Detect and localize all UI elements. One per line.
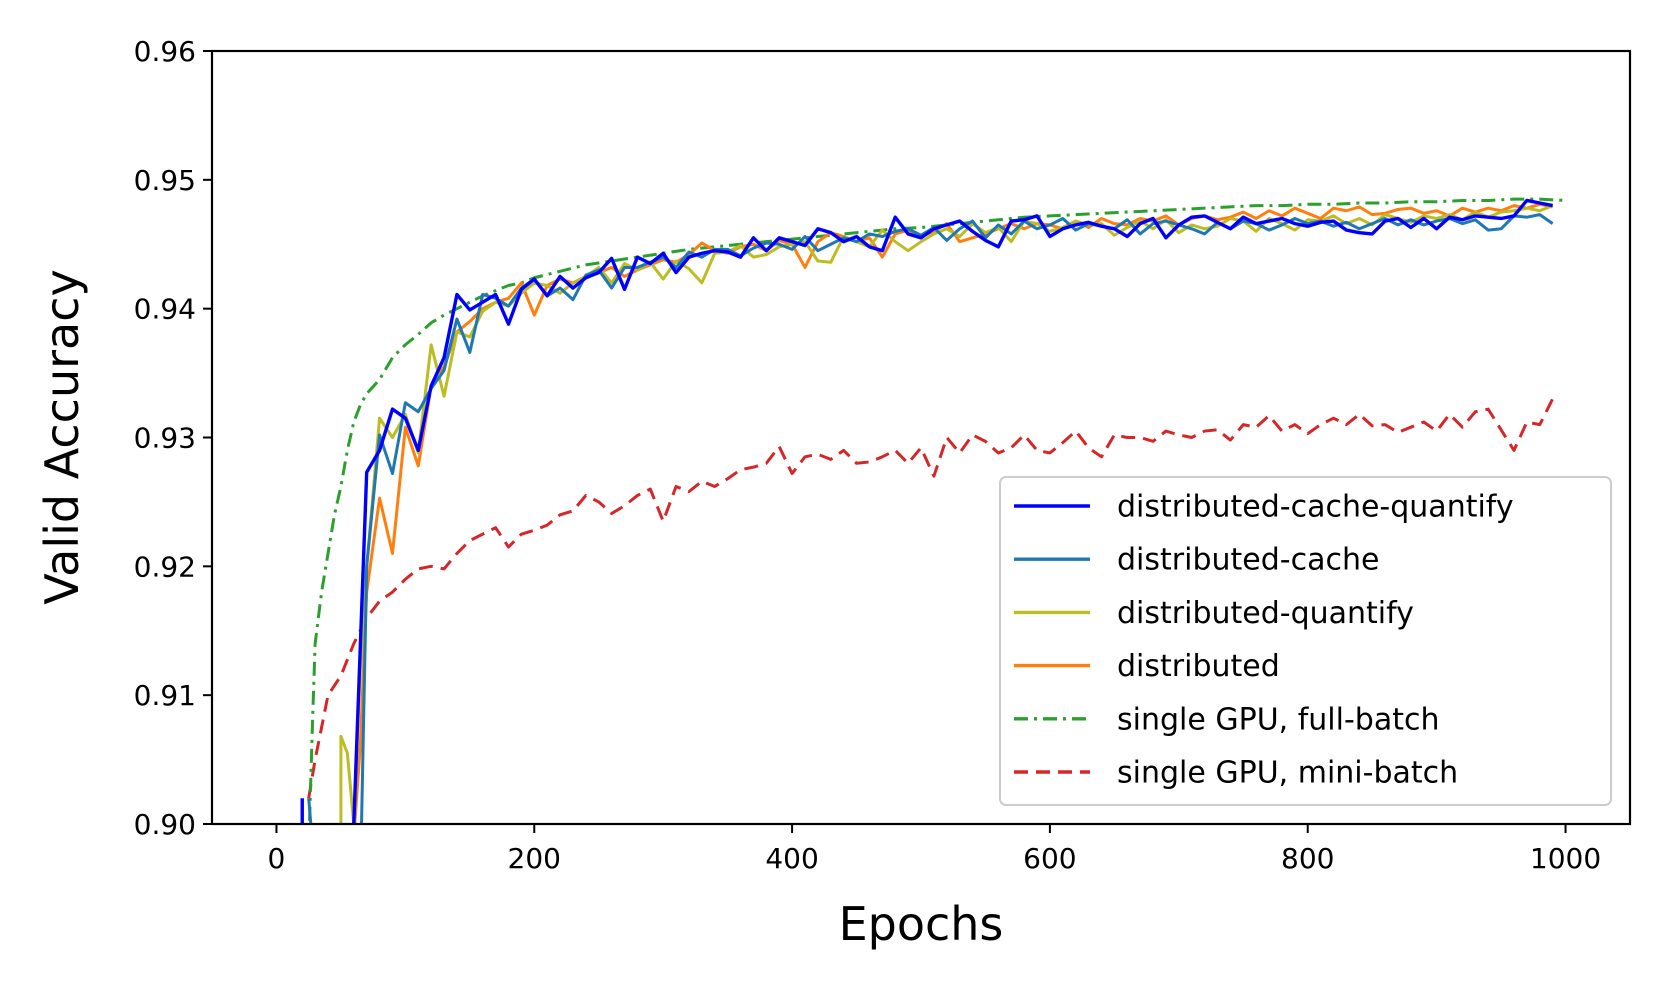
plot-series-layer [300,197,1566,824]
y-tick-label: 0.94 [134,293,196,326]
legend: distributed-cache-quantify distributed-ca… [999,476,1612,806]
y-axis-label: Valid Accuracy [35,269,89,604]
x-tick-label: 0 [268,842,286,875]
series-line-single-gpu-mini-batch [307,398,1554,799]
x-axis-label: Epochs [839,897,1004,951]
x-tick-label: 200 [508,842,561,875]
legend-label: distributed [1117,649,1280,684]
x-tick-label: 1000 [1530,842,1601,875]
x-tick-label: 600 [1023,842,1076,875]
legend-label: distributed-quantify [1117,596,1414,631]
x-axis: 0 200 400 600 800 1000 [268,824,1601,875]
y-tick-label: 0.95 [134,164,196,197]
y-tick-label: 0.92 [134,550,196,583]
y-tick-label: 0.91 [134,679,196,712]
legend-box [999,476,1612,806]
legend-label: distributed-cache-quantify [1117,490,1514,525]
legend-label: distributed-cache [1117,543,1379,578]
series-line-distributed-cache-quantify [300,198,1553,824]
series-line-single-gpu-full-batch [307,197,1566,824]
x-tick-label: 800 [1281,842,1334,875]
y-tick-label: 0.93 [134,422,196,455]
legend-label: single GPU, mini-batch [1117,756,1458,791]
y-axis: 0.90 0.91 0.92 0.93 0.94 0.95 0.96 [134,35,212,841]
y-tick-label: 0.90 [134,808,196,841]
y-tick-label: 0.96 [134,35,196,68]
legend-label: single GPU, full-batch [1117,702,1440,737]
x-tick-label: 400 [765,842,818,875]
